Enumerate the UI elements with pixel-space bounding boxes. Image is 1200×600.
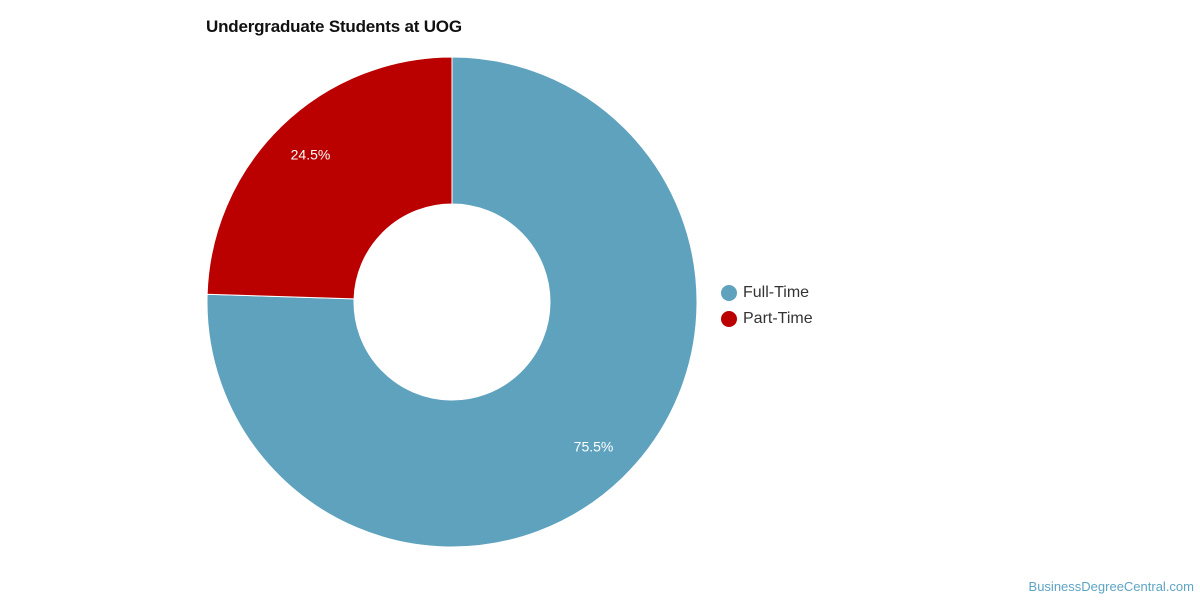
- legend-label: Full-Time: [743, 284, 810, 301]
- source-credit[interactable]: BusinessDegreeCentral.com: [1028, 579, 1194, 594]
- legend-item-part-time[interactable]: Part-Time: [721, 306, 813, 332]
- legend-swatch-icon: [721, 285, 737, 301]
- legend-item-full-time[interactable]: Full-Time: [721, 280, 813, 306]
- slice-label-part-time: 24.5%: [291, 147, 331, 163]
- legend-label: Part-Time: [743, 310, 813, 327]
- chart-title: Undergraduate Students at UOG: [206, 17, 462, 36]
- slice-full-time[interactable]: [206, 56, 698, 548]
- chart-legend: Full-Time Part-Time: [721, 280, 813, 332]
- slice-part-time[interactable]: [206, 56, 453, 300]
- slice-label-full-time: 75.5%: [574, 439, 614, 455]
- legend-swatch-icon: [721, 311, 737, 327]
